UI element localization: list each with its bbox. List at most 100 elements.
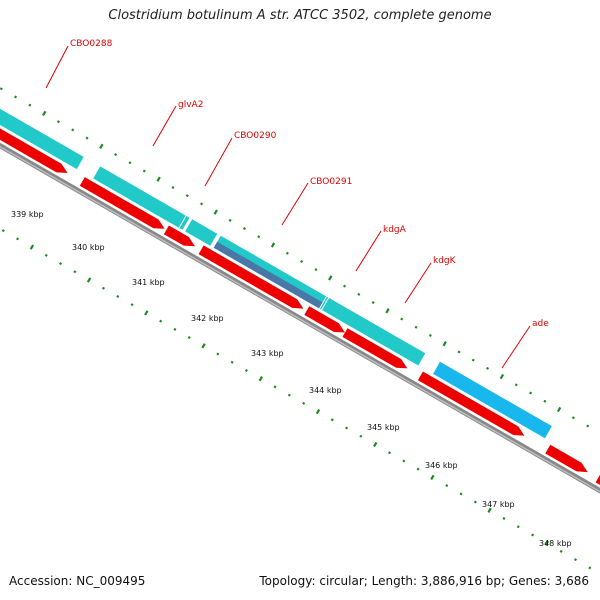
gene-label-cbo0291-leader (281, 182, 309, 226)
upper-tick (99, 143, 104, 149)
upper-tick (414, 325, 418, 329)
lower-tick (315, 408, 321, 415)
upper-tick (543, 399, 547, 403)
upper-tick (314, 268, 318, 272)
gene-label-kdga-leader (355, 230, 382, 272)
scale-label: 347 kbp (482, 500, 515, 509)
lower-tick (588, 566, 592, 570)
gene-label-kdgk-leader (404, 262, 432, 304)
backbone-line (0, 142, 600, 494)
gene-red-6-arrow (342, 328, 408, 369)
upper-tick (529, 391, 533, 395)
map-title: Clostridium botulinum A str. ATCC 3502, … (108, 8, 492, 23)
gene-red-1-arrow (0, 128, 68, 173)
upper-tick (42, 110, 47, 117)
lower-tick (531, 533, 535, 537)
lower-tick (130, 303, 134, 307)
lower-tick (430, 474, 435, 481)
upper-tick (85, 136, 89, 140)
lower-tick (159, 319, 163, 323)
lower-tick (330, 418, 334, 422)
lower-tick (473, 500, 477, 504)
lower-tick (73, 270, 77, 274)
upper-tick (270, 242, 276, 248)
accession-text: Accession: NC_009495 (9, 574, 146, 588)
upper-tick (228, 218, 232, 222)
lower-tick (29, 244, 35, 250)
lower-tick (173, 327, 177, 331)
lower-tick (273, 385, 277, 389)
scale-label: 339 kbp (11, 210, 44, 219)
scale-label: 341 kbp (132, 278, 165, 287)
lower-tick (502, 516, 506, 521)
lower-tick (345, 426, 349, 430)
scale-label: 345 kbp (367, 423, 400, 432)
upper-tick (486, 366, 490, 370)
upper-tick (200, 202, 204, 206)
backbone-highlight (0, 145, 600, 493)
gene-label-cbo0290-leader (204, 137, 233, 187)
upper-tick (242, 227, 246, 231)
upper-tick (285, 251, 289, 255)
gene-separator-1 (319, 296, 327, 309)
gene-red-2-arrow (79, 177, 165, 229)
gene-red-4-arrow (198, 245, 304, 309)
upper-tick (428, 333, 432, 337)
lower-tick (101, 286, 105, 290)
lower-tick (16, 237, 20, 241)
lower-tick (1, 229, 5, 233)
lower-tick (544, 540, 550, 546)
map-labels: 339 kbp 340 kbp 341 kbp 342 kbp 343 kbp 344 k… (11, 39, 572, 548)
upper-tick (171, 185, 175, 189)
upper-tick (257, 235, 261, 239)
upper-tick (457, 350, 461, 354)
gene-red-5-arrow (304, 306, 345, 333)
lower-tick (216, 352, 220, 356)
gene-cbo0291-inner-bar (213, 241, 323, 309)
gene-label-cbo0291: CBO0291 (310, 177, 352, 187)
scale-label: 348 kbp (539, 539, 572, 548)
upper-tick (71, 128, 75, 132)
gene-cbo0290-bar (185, 219, 218, 246)
upper-tick (556, 406, 562, 413)
upper-tick (343, 284, 347, 288)
upper-tick (14, 95, 18, 99)
upper-tick (114, 153, 118, 157)
gene-red-9-arrow (595, 474, 600, 485)
upper-tick (300, 259, 304, 263)
upper-tick (328, 275, 333, 281)
gene-cbo0288-bar (0, 108, 84, 170)
lower-tick (516, 525, 520, 529)
lower-tick (287, 393, 291, 397)
backbone (0, 142, 600, 494)
gene-kdga-kdgk-bar (322, 298, 426, 366)
lower-tick (116, 294, 120, 298)
scale-label: 340 kbp (72, 243, 105, 252)
gene-label-glva2-leader (152, 105, 177, 147)
lower-tick (59, 262, 63, 266)
lower-tick (459, 492, 463, 496)
scale-label: 343 kbp (251, 349, 284, 358)
lower-tick (373, 441, 378, 448)
lower-tick (416, 467, 420, 471)
gene-glva2-bar (93, 166, 190, 230)
lower-tick (187, 336, 191, 340)
gene-features (0, 108, 600, 485)
lower-tick (144, 310, 149, 316)
lower-tick (230, 360, 234, 364)
gene-separator-0 (178, 215, 187, 229)
gene-label-ade-leader (501, 325, 531, 369)
upper-tick (142, 169, 146, 173)
scale-label: 342 kbp (191, 314, 224, 323)
upper-tick (385, 308, 390, 314)
lower-tick (445, 484, 449, 488)
upper-tick (213, 209, 218, 215)
lower-tick (359, 434, 363, 438)
lower-tick (573, 558, 577, 562)
gene-red-7-arrow (417, 371, 525, 436)
upper-tick (0, 87, 3, 91)
upper-tick (371, 301, 375, 305)
genome-summary-text: Topology: circular; Length: 3,886,916 bp… (259, 574, 589, 588)
upper-tick (400, 317, 404, 321)
